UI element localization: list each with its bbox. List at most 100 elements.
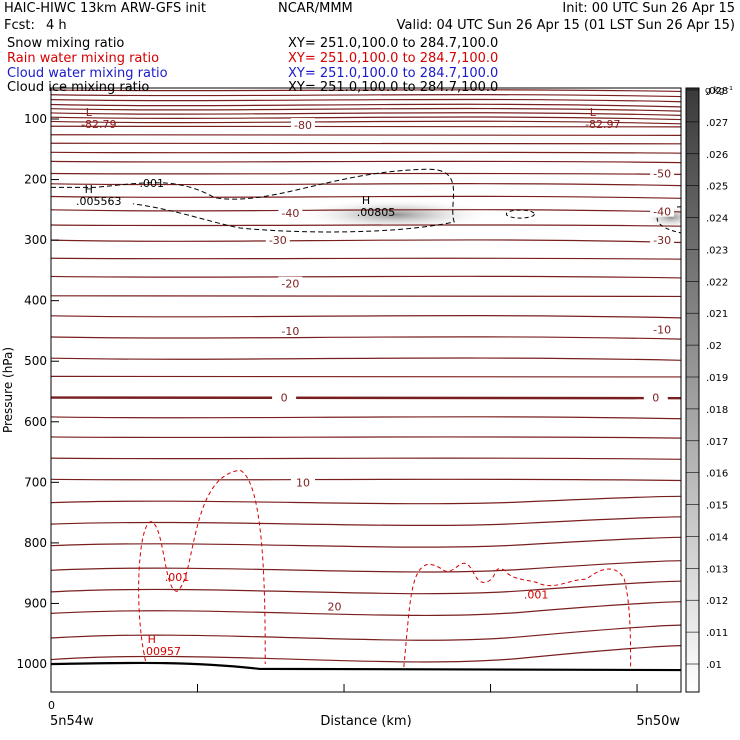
colorbar-tick-label: .022 — [706, 277, 728, 288]
isotherm-line — [51, 183, 681, 187]
colorbar-unit: g kg⁻¹ — [705, 86, 733, 96]
colorbar-tick-label: .023 — [706, 245, 728, 256]
colorbar-tick-label: .028 — [706, 86, 728, 97]
ice-shading-blob — [284, 198, 485, 231]
y-tick-label: 400 — [24, 294, 47, 308]
isotherm-label: -50 — [653, 168, 671, 181]
colorbar-tick-label: .026 — [706, 150, 728, 161]
isotherm-label: 0 — [652, 392, 659, 405]
isotherm-line — [51, 375, 681, 378]
isotherm-label-bg — [278, 205, 303, 218]
isotherm-label-bg — [643, 390, 668, 403]
isotherm-label: -40 — [281, 207, 299, 220]
isotherm-label: 10 — [296, 476, 310, 489]
isotherm-line — [51, 436, 681, 439]
isotherm-line — [51, 257, 681, 260]
isotherm-label-bg — [650, 322, 675, 335]
isotherm-line — [51, 151, 681, 154]
extremum-value: .00805 — [357, 206, 396, 219]
extremum-marker: L — [590, 106, 597, 119]
y-tick-label: 200 — [24, 173, 47, 187]
colorbar-tick-label: .016 — [706, 469, 728, 480]
isotherm-line — [51, 103, 681, 108]
colorbar-tick-label: .014 — [706, 532, 728, 543]
colorbar-tick-label: .013 — [706, 564, 728, 575]
isotherm-line — [51, 396, 681, 400]
mixing-ratio-contour-label: .001 — [165, 571, 190, 584]
x-start-label: 0 — [48, 699, 55, 712]
extremum-value: -82.79 — [81, 118, 116, 131]
colorbar-tick-label: .019 — [706, 373, 728, 384]
rain-contour-line — [403, 562, 632, 668]
isotherm-line — [51, 134, 681, 136]
y-tick-label: 700 — [24, 475, 47, 489]
isotherm-line — [51, 209, 681, 213]
temperature-contours — [51, 89, 681, 663]
field-name-snow: Snow mixing ratio — [7, 36, 125, 51]
colorbar-tick-label: .021 — [706, 309, 728, 320]
isotherm-label: -40 — [653, 206, 671, 219]
isotherm-line — [51, 601, 681, 617]
extremum-value: -82.97 — [585, 118, 620, 131]
isotherm-line — [51, 495, 681, 505]
colorbar-tick-label: .02 — [706, 341, 722, 352]
isotherm-label-bg — [650, 166, 675, 179]
isotherm-label-bg — [291, 475, 315, 488]
forecast-label: Fcst: — [4, 18, 35, 33]
isotherm-line — [51, 580, 681, 595]
plot-area — [51, 88, 681, 692]
snow-contour-line — [51, 168, 455, 233]
isotherm-line — [51, 195, 681, 199]
field-xy-cloud-ice: XY= 251.0,100.0 to 284.7,100.0 — [288, 80, 499, 95]
init-time: Init: 00 UTC Sun 26 Apr 15 — [562, 1, 735, 16]
isotherm-line — [51, 536, 681, 548]
isotherm-line — [51, 112, 681, 116]
isotherm-line — [51, 116, 681, 121]
y-tick-label: 900 — [24, 596, 47, 610]
isotherm-label-bg — [265, 233, 290, 246]
y-tick-label: 100 — [24, 112, 47, 126]
isotherm-line — [51, 315, 681, 319]
isotherm-line — [51, 125, 681, 128]
isotherm-line — [51, 295, 681, 298]
isotherm-label: -20 — [281, 278, 299, 291]
field-name-cloud-ice: Cloud ice mixing ratio — [7, 80, 150, 95]
isotherm-label: -10 — [281, 325, 299, 338]
isotherm-line — [51, 624, 681, 641]
isotherm-line — [51, 457, 681, 460]
isotherm-line — [51, 357, 681, 361]
isotherm-label-bg — [278, 276, 303, 289]
y-tick-label: 300 — [24, 233, 47, 247]
extremum-marker: H — [362, 194, 370, 207]
right-location-label: 5n50w — [636, 714, 680, 729]
mixing-ratio-contour-label: .001 — [524, 589, 549, 602]
isotherm-line — [51, 98, 681, 103]
colorbar-tick-label: .01 — [706, 660, 722, 671]
snow-contour-line — [505, 209, 535, 219]
isotherm-line — [51, 416, 681, 420]
y-tick-label: 1000 — [16, 657, 47, 671]
isotherm-line — [51, 516, 681, 527]
y-tick-label: 600 — [24, 415, 47, 429]
isotherm-line — [51, 224, 681, 227]
colorbar-tick-label: .025 — [706, 182, 728, 193]
field-xy-rain: XY= 251.0,100.0 to 284.7,100.0 — [288, 51, 499, 66]
y-tick-label: 500 — [24, 354, 47, 368]
isotherm-label: -30 — [653, 234, 671, 247]
y-axis: 100 200 300 400 500 600 700 800 900 1000 — [16, 112, 59, 671]
colorbar-tick-label: .011 — [706, 628, 728, 639]
isotherm-label-bg — [272, 390, 297, 403]
field-xy-cloud-water: XY= 251.0,100.0 to 284.7,100.0 — [288, 66, 499, 81]
isotherm-label: -10 — [653, 324, 671, 337]
x-axis-title: Distance (km) — [320, 714, 411, 729]
isotherm-line — [51, 560, 681, 573]
isotherm-line — [51, 120, 681, 125]
mixing-ratio-contour-label: .001 — [140, 177, 165, 190]
isotherm-line — [51, 107, 681, 112]
colorbar-tick-label: .012 — [706, 596, 728, 607]
isotherm-label: -80 — [294, 119, 312, 132]
extremum-marker: H — [148, 633, 156, 646]
x-axis — [50, 684, 638, 692]
organization: NCAR/MMM — [278, 1, 353, 16]
